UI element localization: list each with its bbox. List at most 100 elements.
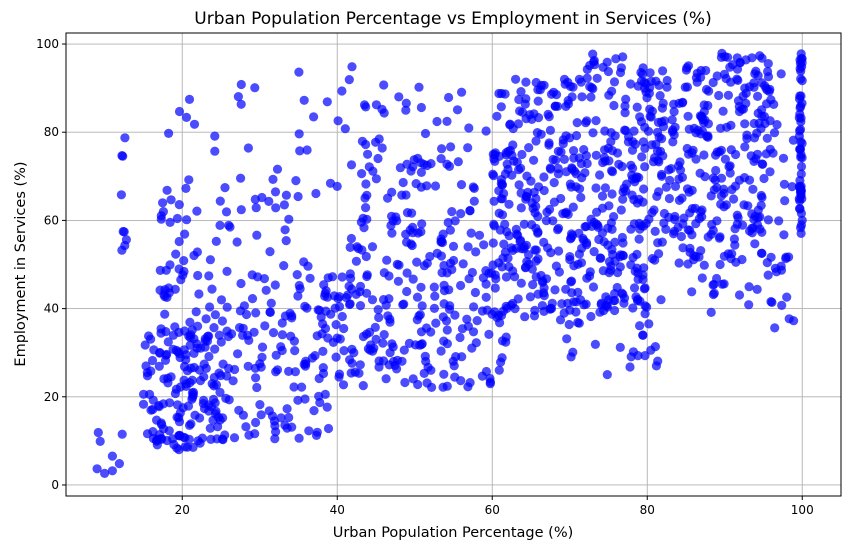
data-point [215,196,225,206]
data-point [331,320,341,330]
data-point [294,280,304,291]
data-point [598,157,608,168]
data-point [497,336,508,346]
data-point [754,118,764,128]
data-point [351,256,361,266]
data-point [744,282,754,292]
data-point [233,92,243,102]
data-point [210,398,220,408]
data-point [361,203,371,213]
data-point [284,214,294,224]
data-point [533,289,543,299]
data-point [294,433,304,443]
data-point [781,252,791,262]
data-point [302,145,312,155]
data-point [571,169,581,179]
data-point [107,466,117,476]
data-point [687,185,697,195]
data-point [220,183,230,193]
data-point [667,127,678,137]
chart-title: Urban Population Percentage vs Employmen… [194,9,711,29]
data-point [407,240,417,251]
data-point [156,214,166,224]
data-point [394,92,404,102]
data-point [579,145,589,155]
data-point [759,173,769,184]
data-point [241,422,251,432]
data-point [421,356,431,366]
x-tick-label: 20 [175,503,190,517]
data-point [607,86,617,96]
data-point [174,200,184,210]
data-point [762,258,772,268]
data-point [280,311,290,321]
data-point [762,133,772,143]
data-point [616,205,626,215]
data-point [638,221,649,231]
data-point [796,149,806,160]
data-point [386,220,396,231]
data-point [638,330,648,340]
data-point [347,358,357,368]
data-point [647,106,658,116]
data-point [362,271,372,282]
data-point [632,296,643,306]
data-point [544,138,554,148]
data-point [221,393,231,403]
data-point [446,142,456,152]
data-point [381,300,391,310]
data-point [653,238,663,248]
data-point [509,272,520,282]
data-point [255,400,265,410]
data-point [439,299,449,309]
data-point [371,100,381,110]
data-point [645,68,655,78]
data-point [92,464,102,474]
data-point [300,301,310,311]
data-point [450,372,460,382]
data-point [669,107,679,117]
data-point [293,191,303,202]
data-point [701,84,712,95]
data-point [443,217,453,228]
data-point [782,292,792,302]
data-point [757,159,767,169]
data-point [504,231,514,241]
data-point [730,224,740,234]
data-point [712,183,722,193]
data-point [519,244,529,254]
x-tick-label: 60 [485,503,500,517]
data-point [335,334,345,344]
data-point [525,292,536,302]
data-point [769,128,780,138]
data-point [408,274,418,284]
data-point [638,274,648,285]
data-point [181,112,192,122]
data-point [496,357,506,367]
data-point [289,382,299,392]
data-point [489,196,499,206]
data-point [355,360,365,370]
data-point [488,260,498,270]
data-point [398,177,408,188]
data-point [442,339,452,349]
data-point [416,102,426,113]
data-point [701,65,711,76]
data-point [439,260,449,271]
data-point [413,153,423,163]
data-point [620,101,630,111]
data-point [193,321,203,331]
data-point [218,359,228,369]
data-point [652,127,663,137]
data-point [633,81,643,91]
data-point [305,273,315,283]
data-point [697,273,707,283]
data-point [600,183,611,193]
data-point [539,237,549,247]
data-point [797,215,807,225]
data-point [256,410,266,420]
data-point [469,183,479,193]
data-point [565,133,575,143]
data-point [217,316,227,326]
y-tick-label: 60 [44,213,59,227]
